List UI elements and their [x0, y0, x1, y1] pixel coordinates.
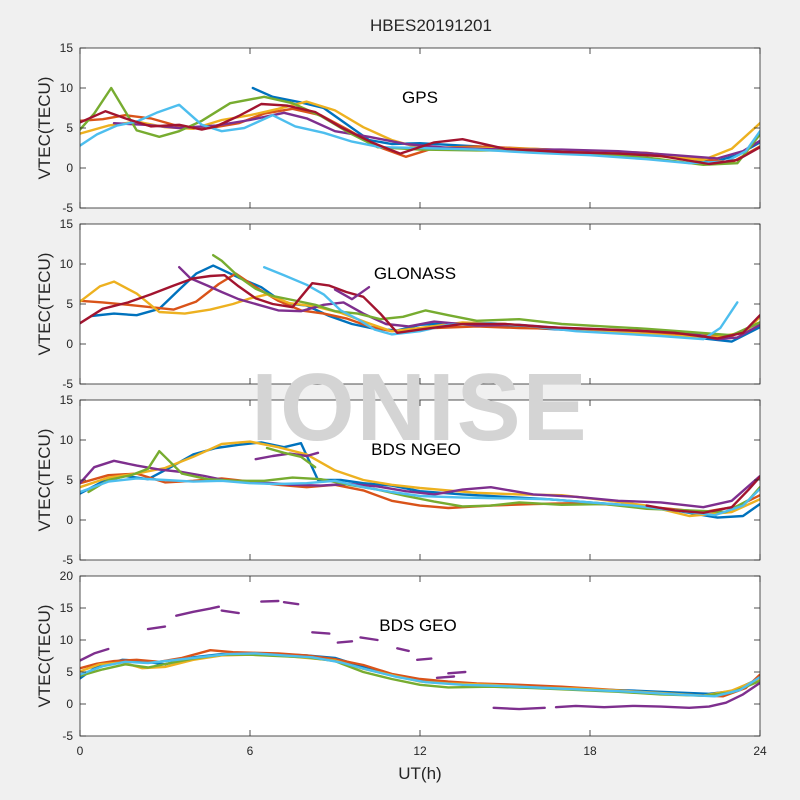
series-segment-1 [80, 647, 110, 662]
series-line-6 [554, 681, 760, 709]
y-tick-label: 20 [60, 569, 74, 583]
series-segment-6 [282, 601, 300, 606]
series-segment-12 [447, 670, 467, 675]
x-tick-label: 24 [753, 744, 767, 758]
series-segment-14 [435, 675, 456, 679]
series-group [80, 440, 760, 519]
series-segment-8 [336, 640, 354, 644]
y-tick-label: -5 [62, 377, 73, 391]
y-tick-label: 10 [60, 433, 74, 447]
series-line-3 [80, 440, 760, 518]
panel-2: -5 0 5 10 15 VTEC(TECU) GLONASS [35, 217, 761, 391]
y-tick-label: 15 [60, 393, 74, 407]
series-segment-9 [359, 636, 379, 642]
series-line-7 [645, 475, 760, 514]
y-tick-label: 10 [60, 633, 74, 647]
panel-label: BDS GEO [379, 616, 456, 635]
y-tick-label: 10 [60, 81, 74, 95]
y-tick-label: 0 [66, 697, 73, 711]
series-line-7 [80, 274, 760, 340]
y-tick-label: 0 [66, 513, 73, 527]
y-tick-label: 5 [66, 473, 73, 487]
panel-label: GLONASS [374, 264, 456, 283]
series-segment-10 [396, 647, 410, 653]
series-segment-3 [175, 605, 221, 617]
y-tick-label: -5 [62, 201, 73, 215]
y-tick-label: 5 [66, 665, 73, 679]
series-line-7 [80, 102, 760, 166]
x-axis-label: UT(h) [398, 764, 441, 783]
y-tick-label: 15 [60, 41, 74, 55]
series-group [80, 599, 760, 711]
y-tick-label: 15 [60, 217, 74, 231]
panel-label: GPS [402, 88, 438, 107]
y-tick-label: 0 [66, 161, 73, 175]
y-tick-label: 0 [66, 337, 73, 351]
panel-label: BDS NGEO [371, 440, 461, 459]
y-tick-label: 5 [66, 121, 73, 135]
series-line-8 [333, 286, 371, 301]
panel-1: -5 0 5 10 15 VTEC(TECU) GPS [35, 41, 761, 215]
y-tick-label: 5 [66, 297, 73, 311]
series-segment-13 [492, 706, 546, 711]
series-segment-2 [146, 625, 167, 631]
series-line-4 [112, 111, 760, 160]
y-axis-label: VTEC(TECU) [35, 253, 54, 356]
panel-4: -5 0 5 10 15 20 VTEC(TECU) BDS GEO [35, 569, 761, 743]
y-tick-label: -5 [62, 553, 73, 567]
plot-area [80, 576, 760, 736]
y-axis-label: VTEC(TECU) [35, 77, 54, 180]
series-line-5 [211, 253, 760, 337]
series-segment-11 [416, 657, 433, 661]
y-tick-label: 10 [60, 257, 74, 271]
series-group [80, 86, 760, 167]
series-segment-7 [311, 631, 331, 635]
panel-3: -5 0 5 10 15 VTEC(TECU) BDS NGEO [35, 393, 761, 567]
series-segment-4 [220, 609, 240, 615]
x-tick-label: 6 [247, 744, 254, 758]
plot-area [80, 224, 760, 384]
y-axis-label: VTEC(TECU) [35, 429, 54, 532]
x-tick-label: 12 [413, 744, 427, 758]
x-tick-label: 18 [583, 744, 597, 758]
figure-title: HBES20191201 [370, 16, 492, 35]
series-line-9 [265, 446, 317, 469]
series-line-5 [80, 652, 760, 698]
x-tick-label: 0 [77, 744, 84, 758]
series-segment-5 [260, 599, 280, 603]
panels: -5 0 5 10 15 VTEC(TECU) GPS -5 0 5 10 15 VTEC(TECU) G… [35, 41, 767, 758]
y-axis-label: VTEC(TECU) [35, 605, 54, 708]
series-line-6 [80, 103, 760, 165]
watermark-text: IONISE [251, 354, 588, 461]
y-tick-label: -5 [62, 729, 73, 743]
y-tick-label: 15 [60, 601, 74, 615]
series-group [80, 253, 760, 343]
